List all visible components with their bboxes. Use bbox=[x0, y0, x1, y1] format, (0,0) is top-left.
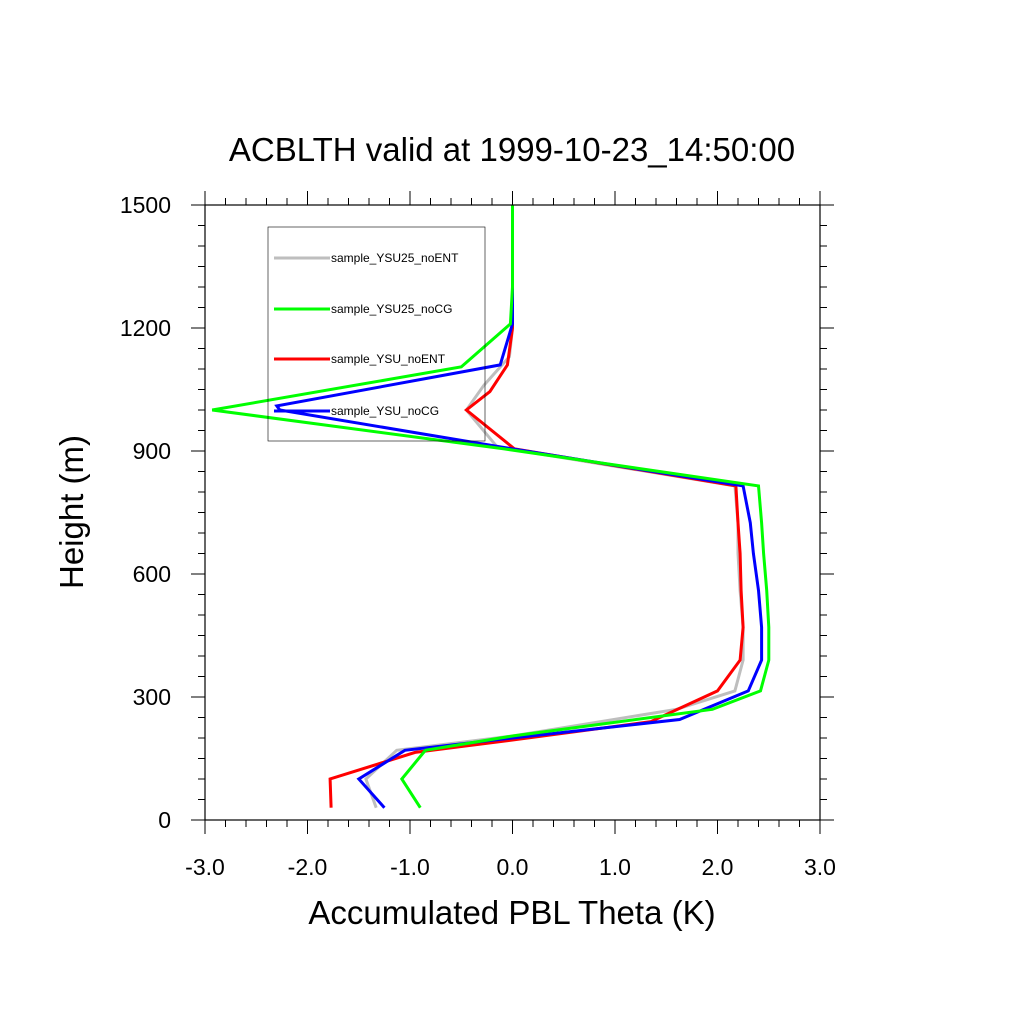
y-axis-label: Height (m) bbox=[53, 435, 90, 589]
legend-box bbox=[267, 226, 486, 442]
y-tick-label: 900 bbox=[133, 438, 171, 464]
x-tick-labels: -3.0 -2.0 -1.0 0.0 1.0 2.0 3.0 bbox=[185, 854, 836, 880]
x-tick-label: 3.0 bbox=[804, 854, 836, 880]
legend-label: sample_YSU25_noCG bbox=[331, 302, 452, 316]
series-line-sample_YSU_noENT bbox=[328, 205, 745, 808]
axis-ticks bbox=[191, 191, 834, 834]
legend: sample_YSU25_noENT sample_YSU25_noCGsampl… bbox=[267, 226, 486, 442]
x-tick-label: 0.0 bbox=[497, 854, 529, 880]
y-tick-label: 1500 bbox=[120, 192, 171, 218]
plot-frame bbox=[204, 204, 821, 821]
y-tick-label: 1200 bbox=[120, 315, 171, 341]
x-axis-label: Accumulated PBL Theta (K) bbox=[308, 894, 715, 931]
x-tick-label: 2.0 bbox=[702, 854, 734, 880]
chart-title: ACBLTH valid at 1999-10-23_14:50:00 bbox=[229, 131, 795, 168]
series-line-sample_YSU_noCG bbox=[274, 205, 764, 809]
x-tick-label: 1.0 bbox=[599, 854, 631, 880]
series-line-sample_YSU25_noCG bbox=[211, 205, 771, 809]
legend-label: sample_YSU25_noENT bbox=[331, 251, 459, 265]
legend-label: sample_YSU_noCG bbox=[331, 404, 439, 418]
x-tick-label: -1.0 bbox=[390, 854, 430, 880]
series-lines bbox=[211, 205, 771, 809]
y-tick-label: 300 bbox=[133, 684, 171, 710]
x-tick-label: -3.0 bbox=[185, 854, 225, 880]
y-tick-label: 600 bbox=[133, 561, 171, 587]
y-tick-label: 0 bbox=[158, 807, 171, 833]
y-tick-labels: 0 300 600 900 1200 1500 bbox=[120, 192, 171, 833]
legend-label: sample_YSU_noENT bbox=[331, 352, 446, 366]
x-tick-label: -2.0 bbox=[288, 854, 328, 880]
